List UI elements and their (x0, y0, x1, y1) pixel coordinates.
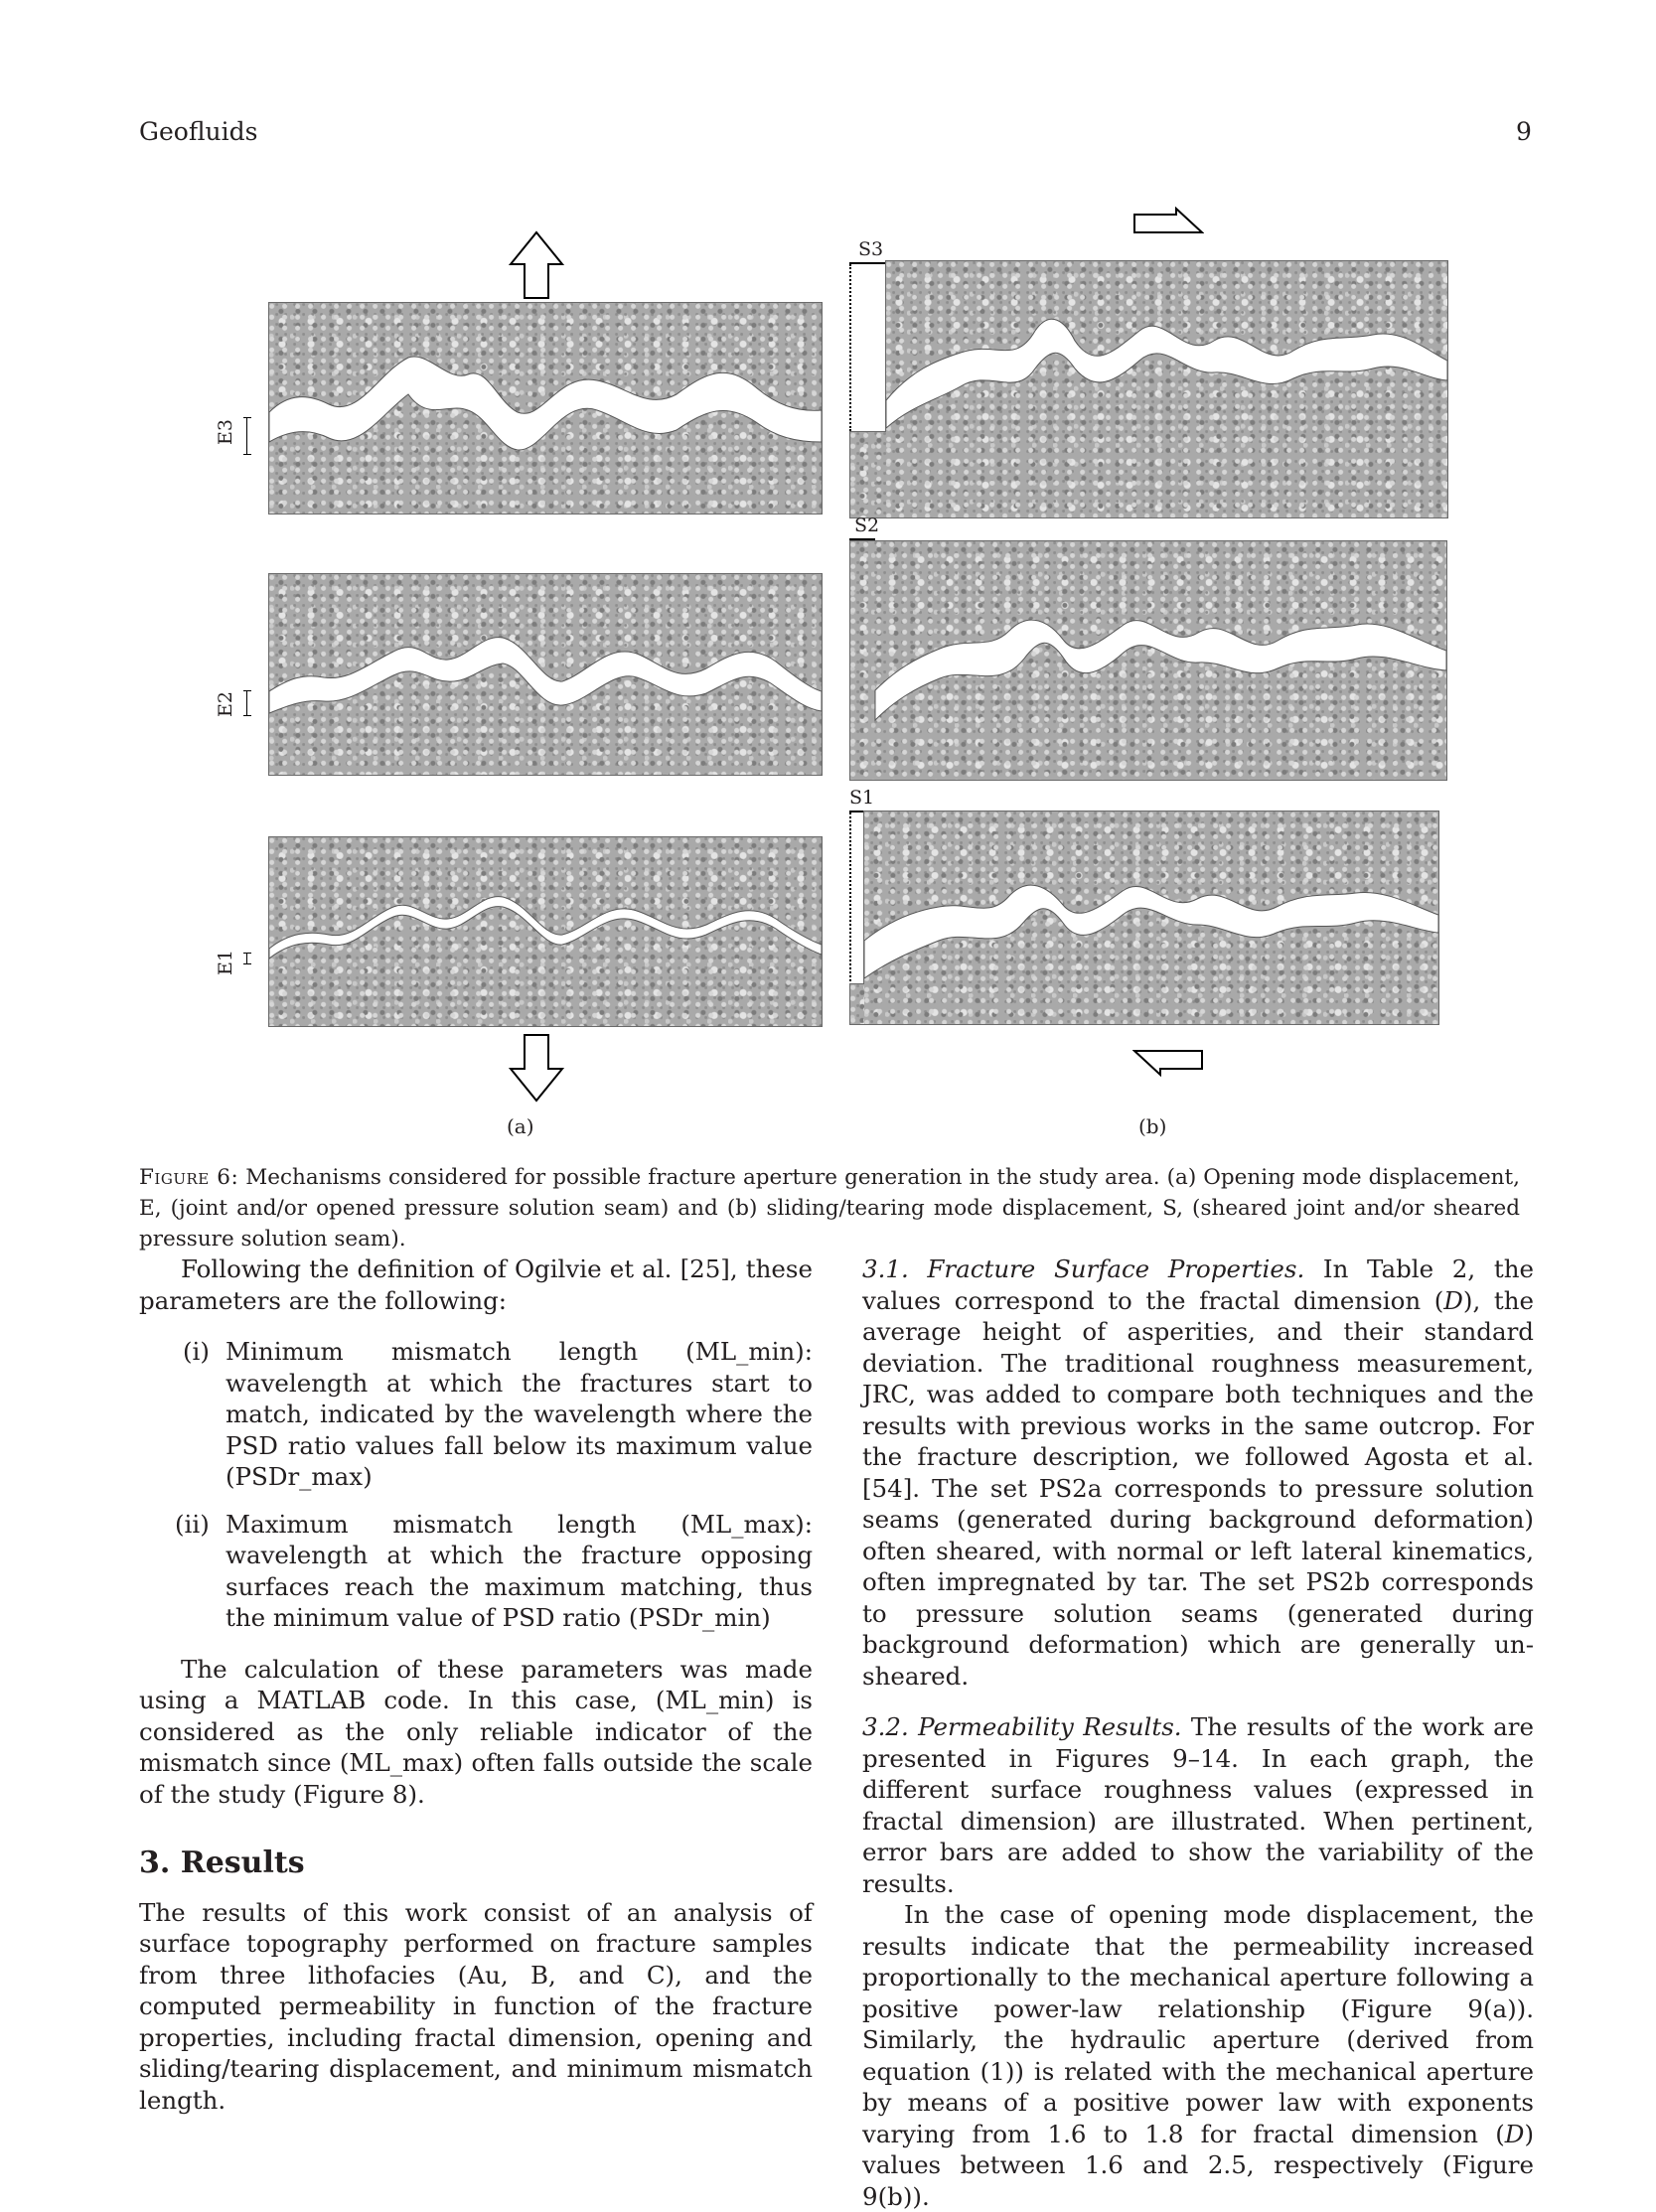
list-number: (ii) (175, 1509, 210, 1539)
page-number: 9 (1516, 117, 1532, 146)
sample-s2 (849, 540, 1447, 781)
sample-s1 (863, 811, 1439, 1025)
offset-bar-s2 (849, 538, 875, 540)
label-s3: S3 (858, 238, 884, 260)
intro-paragraph: Following the definition of Ogilvie et a… (139, 1254, 813, 1315)
panel-b-label: (b) (1138, 1114, 1167, 1138)
section-3-1-paragraph: 3.1. Fracture Surface Properties. In Tab… (862, 1253, 1534, 1692)
symbol-d: D (1504, 2119, 1525, 2148)
symbol-d: D (1443, 1285, 1463, 1315)
list-text: Maximum mismatch length (ML_max): wavele… (226, 1509, 813, 1633)
offset-bar-s3 (849, 262, 885, 264)
list-text: Minimum mismatch length (ML_min): wavele… (226, 1337, 813, 1491)
text-run: In Table 2, the values correspond to the… (862, 1254, 1534, 1315)
section-3-2-paragraph: 3.2. Permeability Results. The results o… (862, 1711, 1534, 1899)
label-e1: E1 (214, 950, 236, 975)
label-s1: S1 (849, 787, 875, 809)
text-run: The results of the work are presented in… (862, 1712, 1534, 1898)
sample-e1 (268, 836, 823, 1027)
calculation-paragraph: The calculation of these parameters was … (139, 1654, 813, 1809)
shear-left-arrow-icon (1132, 1050, 1203, 1077)
label-s2: S2 (854, 515, 880, 536)
offset-dots-s1 (849, 812, 851, 1025)
list-item: (ii) Maximum mismatch length (ML_max): w… (139, 1509, 813, 1634)
results-paragraph: The results of this work consist of an a… (139, 1897, 813, 2115)
opening-mode-paragraph: In the case of opening mode displacement… (862, 1899, 1534, 2212)
text-run: In the case of opening mode displacement… (862, 1900, 1534, 2148)
running-header-journal: Geofluids (139, 117, 258, 146)
sample-s3-lower (849, 431, 886, 518)
aperture-tick-e1 (243, 953, 251, 964)
sample-s3 (885, 260, 1448, 518)
down-arrow-icon (509, 1034, 564, 1103)
sample-e2 (268, 573, 823, 776)
offset-bar-s1 (849, 811, 863, 812)
subsection-title-3-1: 3.1. Fracture Surface Properties. (862, 1254, 1305, 1283)
text-run: ) values between 1.6 and 2.5, respective… (862, 2119, 1534, 2211)
aperture-tick-e3 (243, 417, 251, 455)
label-e2: E2 (214, 691, 236, 717)
figure-caption-text: Mechanisms considered for possible fract… (139, 1165, 1521, 1252)
label-e3: E3 (214, 419, 236, 445)
figure-6: E3 E2 E1 (a) S3 S2 S1 (214, 207, 1448, 1138)
text-run: ), the average height of asperities, and… (862, 1285, 1534, 1691)
offset-dots-s3 (849, 264, 851, 431)
panel-a-label: (a) (507, 1114, 534, 1138)
sample-s1-lower (849, 983, 864, 1025)
figure-caption: Figure 6: Mechanisms considered for poss… (139, 1162, 1520, 1254)
figure-caption-label: Figure 6: (139, 1165, 239, 1190)
sample-e3 (268, 302, 823, 515)
shear-right-arrow-icon (1133, 207, 1204, 233)
list-number: (i) (183, 1337, 210, 1366)
list-item: (i) Minimum mismatch length (ML_min): wa… (139, 1336, 813, 1493)
subsection-title-3-2: 3.2. Permeability Results. (862, 1712, 1182, 1741)
right-column: 3.1. Fracture Surface Properties. In Tab… (862, 1253, 1534, 2212)
left-column: Following the definition of Ogilvie et a… (139, 1253, 813, 2116)
aperture-tick-e2 (243, 690, 251, 716)
up-arrow-icon (509, 230, 564, 299)
section-heading-results: 3. Results (139, 1845, 305, 1880)
